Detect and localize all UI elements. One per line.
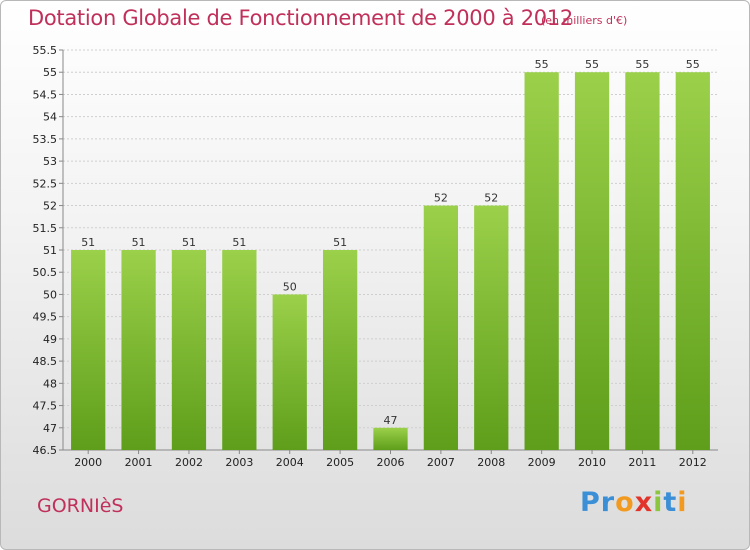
- y-tick-label: 46.5: [33, 444, 58, 457]
- x-tick-label: 2007: [427, 456, 455, 469]
- y-tick-label: 53: [43, 155, 57, 168]
- logo-letter: i: [677, 487, 688, 518]
- proxiti-logo: Proxiti: [580, 487, 688, 518]
- bar: [524, 72, 559, 450]
- data-label: 47: [384, 414, 398, 427]
- unit-note: (en milliers d'€): [541, 14, 628, 27]
- data-label: 55: [585, 58, 599, 71]
- data-label: 51: [182, 236, 196, 249]
- y-tick-label: 53.5: [33, 133, 58, 146]
- x-tick-label: 2012: [679, 456, 707, 469]
- bar: [171, 250, 207, 450]
- data-label: 55: [635, 58, 649, 71]
- logo-letter: r: [600, 487, 616, 518]
- y-tick-label: 50: [43, 288, 57, 301]
- y-tick-label: 52: [43, 200, 57, 213]
- bar: [71, 250, 106, 450]
- y-tick-label: 54: [43, 111, 57, 124]
- x-tick-label: 2005: [326, 456, 354, 469]
- bar: [373, 427, 408, 450]
- y-tick-label: 50.5: [33, 266, 58, 279]
- bar: [423, 205, 459, 450]
- logo-letter: o: [615, 487, 635, 518]
- x-tick-label: 2006: [377, 456, 405, 469]
- y-tick-label: 51: [43, 244, 57, 257]
- chart-title: Dotation Globale de Fonctionnement de 20…: [28, 6, 573, 30]
- data-label: 55: [686, 58, 700, 71]
- data-label: 51: [232, 236, 246, 249]
- bar: [625, 72, 660, 450]
- logo-letter: x: [634, 487, 654, 518]
- x-tick-label: 2003: [225, 456, 253, 469]
- data-label: 51: [132, 236, 146, 249]
- y-tick-label: 54.5: [33, 88, 58, 101]
- data-label: 51: [81, 236, 95, 249]
- y-tick-label: 49: [43, 333, 57, 346]
- logo-letter: t: [663, 487, 678, 518]
- y-tick-label: 49.5: [33, 311, 58, 324]
- bar: [322, 250, 358, 450]
- logo-letter: P: [580, 487, 601, 518]
- bar: [222, 250, 257, 450]
- y-tick-label: 47: [43, 422, 57, 435]
- x-tick-label: 2011: [628, 456, 656, 469]
- x-tick-label: 2002: [175, 456, 203, 469]
- bar: [675, 72, 710, 450]
- x-tick-label: 2004: [276, 456, 304, 469]
- bar: [574, 72, 610, 450]
- x-tick-label: 2009: [528, 456, 556, 469]
- x-tick-label: 2001: [125, 456, 153, 469]
- bar: [121, 250, 156, 450]
- y-tick-label: 55: [43, 66, 57, 79]
- data-label: 52: [434, 192, 448, 205]
- y-tick-label: 48.5: [33, 355, 58, 368]
- x-tick-label: 2000: [74, 456, 102, 469]
- y-tick-label: 48: [43, 377, 57, 390]
- y-tick-label: 55.5: [33, 44, 58, 57]
- commune-name: GORNIèS: [37, 495, 124, 517]
- data-label: 51: [333, 236, 347, 249]
- y-tick-label: 51.5: [33, 222, 58, 235]
- data-label: 50: [283, 280, 297, 293]
- bar: [272, 294, 307, 450]
- y-tick-label: 52.5: [33, 177, 58, 190]
- x-tick-label: 2008: [477, 456, 505, 469]
- y-tick-label: 47.5: [33, 400, 58, 413]
- bar: [474, 205, 509, 450]
- data-label: 52: [484, 192, 498, 205]
- data-label: 55: [535, 58, 549, 71]
- logo-letter: i: [653, 487, 664, 518]
- x-tick-label: 2010: [578, 456, 606, 469]
